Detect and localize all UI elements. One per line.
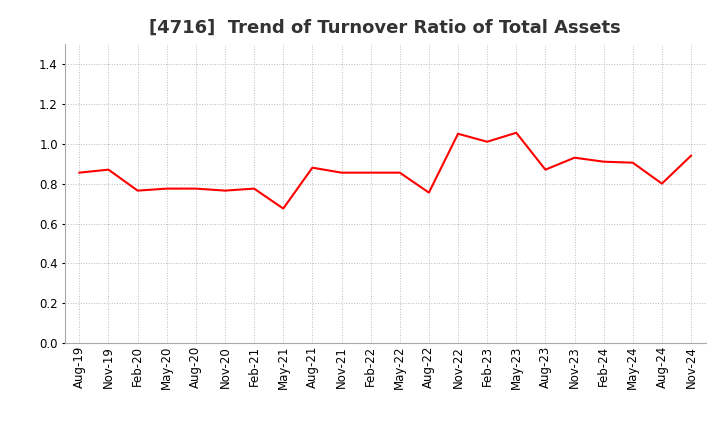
Title: [4716]  Trend of Turnover Ratio of Total Assets: [4716] Trend of Turnover Ratio of Total … bbox=[149, 19, 621, 37]
